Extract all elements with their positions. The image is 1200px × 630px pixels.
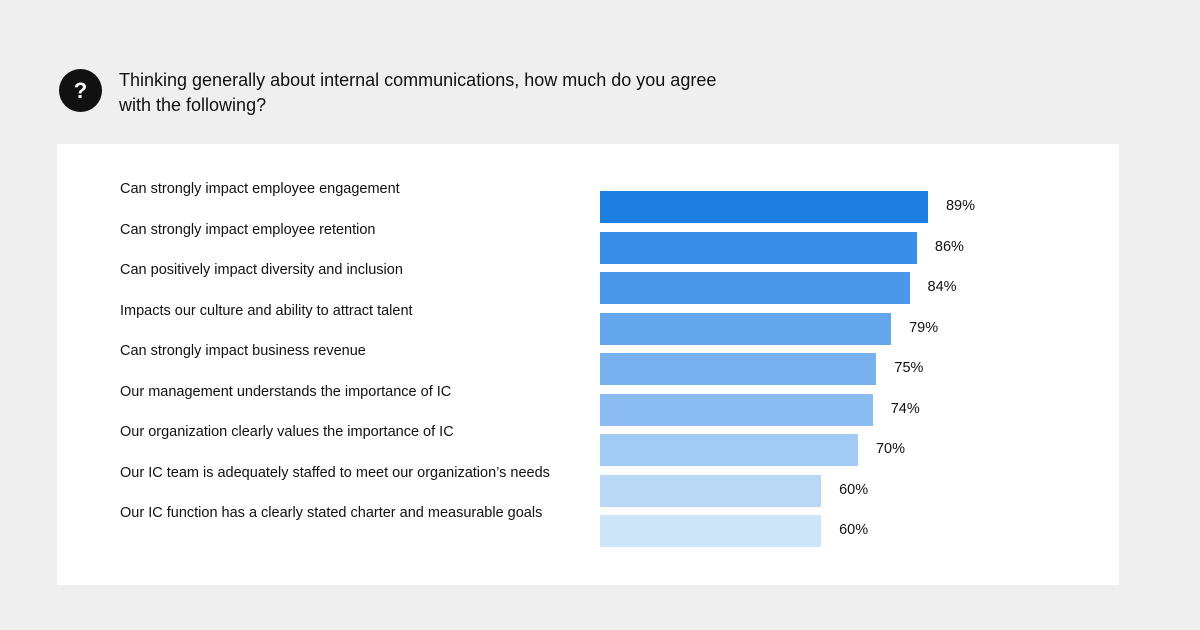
bar	[600, 272, 910, 304]
bar	[600, 434, 858, 466]
category-label: Our IC function has a clearly stated cha…	[120, 505, 543, 521]
category-label: Can strongly impact business revenue	[120, 343, 366, 359]
value-label: 89%	[945, 198, 975, 214]
value-label: 84%	[927, 279, 957, 295]
category-label: Can positively impact diversity and incl…	[120, 262, 403, 278]
category-label: Our IC team is adequately staffed to mee…	[120, 464, 550, 481]
chart-card: Can strongly impact employee engagement 8…	[57, 144, 1119, 585]
bar	[600, 393, 873, 426]
category-label: Can strongly impact employee engagement	[120, 181, 400, 197]
bar	[600, 474, 822, 507]
question-text: Thinking generally about internal commun…	[119, 70, 717, 115]
value-label: 79%	[909, 319, 939, 336]
question-mark-icon: ?	[59, 69, 102, 112]
bar	[600, 191, 928, 223]
value-label: 86%	[934, 238, 964, 255]
bar	[600, 231, 917, 264]
value-label: 74%	[890, 400, 920, 417]
category-label: Our management understands the importanc…	[120, 383, 452, 400]
category-label: Impacts our culture and ability to attra…	[120, 302, 413, 319]
category-label: Can strongly impact employee retention	[120, 221, 376, 238]
bar	[600, 515, 822, 547]
bar	[600, 353, 877, 385]
value-label: 70%	[875, 441, 905, 457]
value-label: 60%	[839, 481, 869, 498]
value-label: 75%	[894, 360, 924, 376]
bar	[600, 312, 892, 345]
value-label: 60%	[839, 522, 869, 538]
category-label: Our organization clearly values the impo…	[120, 424, 454, 440]
